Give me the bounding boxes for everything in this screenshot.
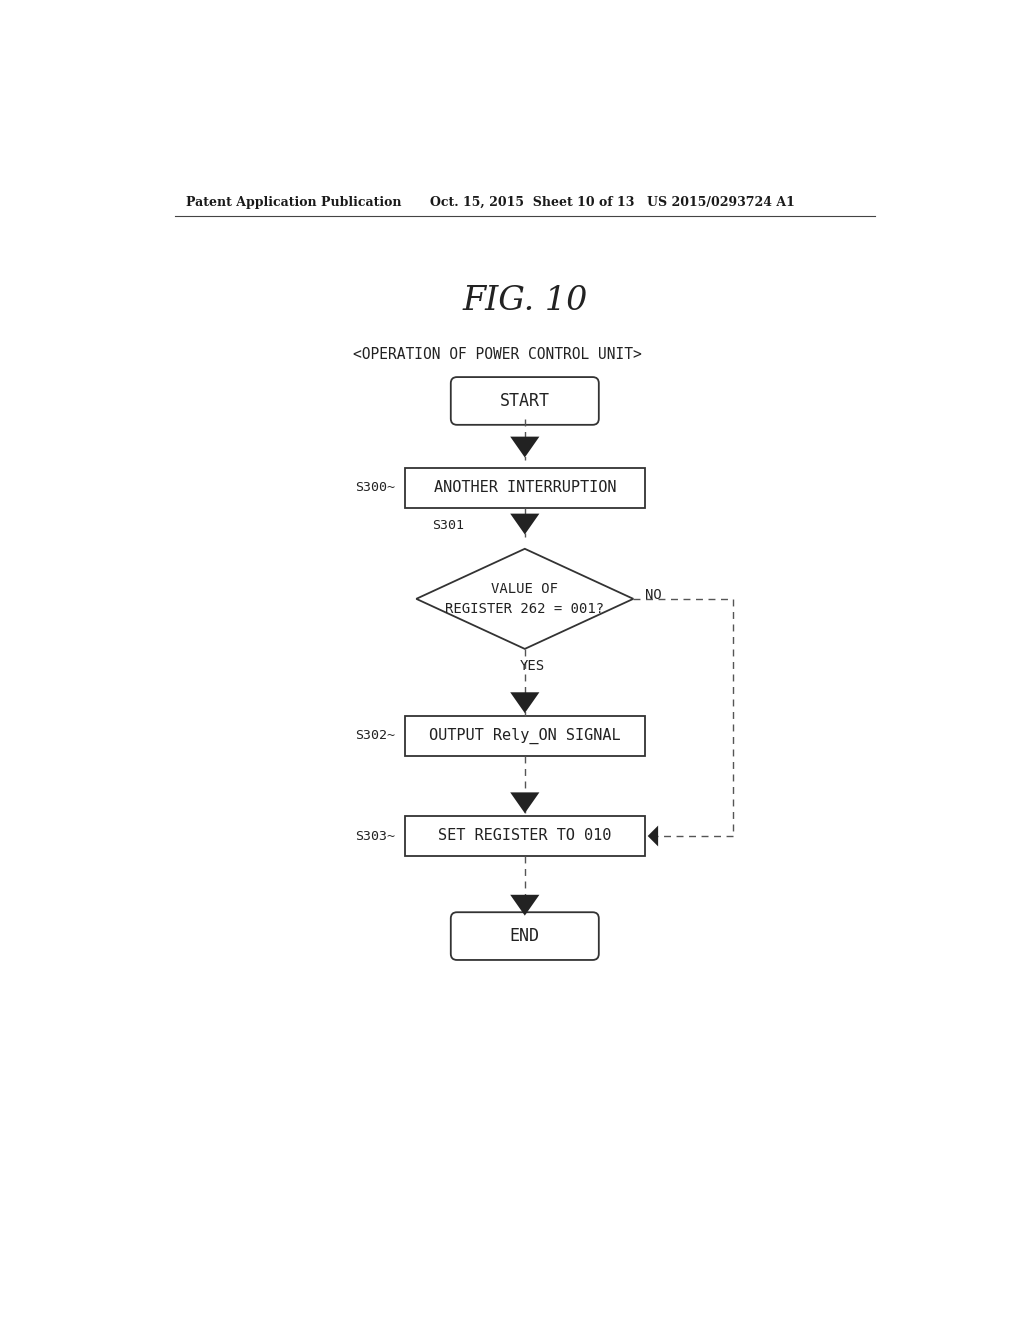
Text: S302~: S302~ (355, 730, 395, 742)
Text: ANOTHER INTERRUPTION: ANOTHER INTERRUPTION (433, 480, 616, 495)
Text: <OPERATION OF POWER CONTROL UNIT>: <OPERATION OF POWER CONTROL UNIT> (352, 347, 641, 362)
Text: US 2015/0293724 A1: US 2015/0293724 A1 (647, 195, 795, 209)
Bar (404, 469, 645, 508)
Text: OUTPUT Rely_ON SIGNAL: OUTPUT Rely_ON SIGNAL (429, 727, 621, 744)
Text: SET REGISTER TO 010: SET REGISTER TO 010 (438, 829, 611, 843)
Text: Patent Application Publication: Patent Application Publication (186, 195, 401, 209)
Text: YES: YES (520, 659, 545, 673)
Text: START: START (500, 392, 550, 411)
Text: S303~: S303~ (355, 829, 395, 842)
FancyBboxPatch shape (451, 912, 599, 960)
Bar (404, 715, 645, 756)
Polygon shape (417, 549, 633, 649)
Text: NO: NO (645, 587, 662, 602)
Text: S300~: S300~ (355, 482, 395, 495)
Text: END: END (510, 927, 540, 945)
Text: VALUE OF
REGISTER 262 = 001?: VALUE OF REGISTER 262 = 001? (445, 582, 604, 616)
Text: FIG. 10: FIG. 10 (462, 285, 588, 317)
Text: S301: S301 (432, 519, 464, 532)
Text: Oct. 15, 2015  Sheet 10 of 13: Oct. 15, 2015 Sheet 10 of 13 (430, 195, 635, 209)
Bar (404, 816, 645, 855)
FancyBboxPatch shape (451, 378, 599, 425)
